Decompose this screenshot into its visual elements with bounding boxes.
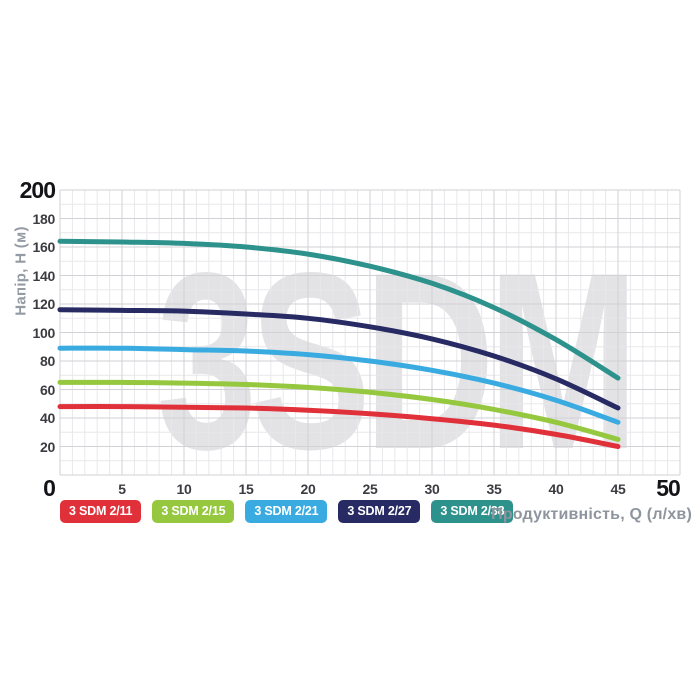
x-tick-label: 15 bbox=[238, 481, 254, 497]
y-axis-max-label: 200 bbox=[19, 177, 56, 203]
x-axis-max-label: 50 bbox=[656, 475, 681, 501]
y-tick-label: 40 bbox=[40, 410, 55, 426]
legend-chip-3-sdm-2-27[interactable]: 3 SDM 2/27 bbox=[338, 500, 421, 523]
y-tick-label: 160 bbox=[32, 239, 56, 255]
curve-3-sdm-2-21 bbox=[57, 345, 621, 425]
x-tick-label: 40 bbox=[548, 481, 564, 497]
x-tick-label: 35 bbox=[486, 481, 502, 497]
x-tick-label: 30 bbox=[424, 481, 440, 497]
curve-3-sdm-2-38 bbox=[57, 238, 621, 381]
x-tick-label: 10 bbox=[176, 481, 192, 497]
curve-3-sdm-2-15 bbox=[57, 379, 621, 442]
x-axis-min-label: 0 bbox=[43, 475, 56, 501]
y-tick-label: 180 bbox=[32, 210, 56, 227]
plot-area: 3SDM bbox=[57, 189, 681, 488]
grid-and-curves-svg bbox=[57, 189, 681, 476]
curve-3-sdm-2-11 bbox=[57, 404, 621, 449]
y-tick-label: 20 bbox=[40, 438, 55, 455]
curve-3-sdm-2-27 bbox=[57, 307, 621, 411]
legend: 3 SDM 2/11 3 SDM 2/15 3 SDM 2/21 3 SDM 2/27… bbox=[60, 500, 514, 523]
legend-chip-3-sdm-2-11[interactable]: 3 SDM 2/11 bbox=[60, 500, 142, 523]
legend-chip-3-sdm-2-38[interactable]: 3 SDM 2/38 bbox=[431, 500, 514, 523]
legend-chip-3-sdm-2-15[interactable]: 3 SDM 2/15 bbox=[152, 500, 235, 523]
x-tick-label: 45 bbox=[610, 481, 626, 497]
x-tick-label: 25 bbox=[362, 481, 378, 497]
legend-chip-3-sdm-2-21[interactable]: 3 SDM 2/21 bbox=[245, 500, 328, 523]
y-tick-label: 140 bbox=[32, 267, 56, 284]
x-axis-title: Продуктивність, Q (л/хв) bbox=[491, 506, 692, 523]
y-tick-label: 60 bbox=[40, 381, 55, 398]
y-tick-label: 80 bbox=[40, 353, 55, 369]
x-tick-label: 20 bbox=[300, 481, 316, 497]
y-tick-label: 120 bbox=[32, 296, 56, 312]
y-tick-label: 100 bbox=[32, 324, 56, 341]
x-tick-label: 5 bbox=[118, 481, 126, 497]
